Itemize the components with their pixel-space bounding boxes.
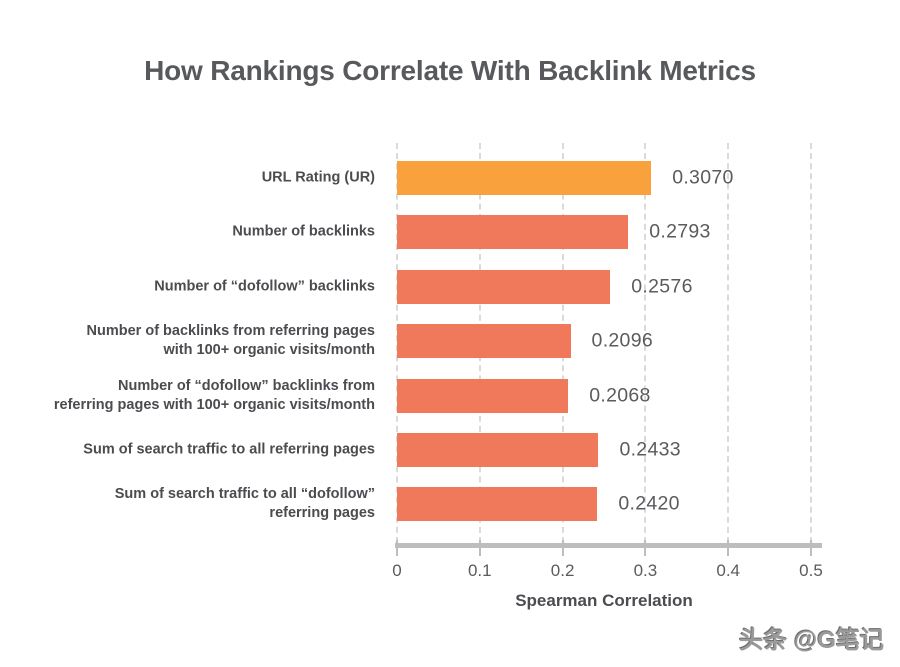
gridline <box>810 143 812 543</box>
bar <box>397 269 611 304</box>
axis-tick <box>810 540 812 556</box>
category-label: Number of “dofollow” backlinks <box>154 278 375 295</box>
value-label: 0.2068 <box>589 384 651 407</box>
value-label: 0.2576 <box>631 275 693 298</box>
axis-tick-label: 0.2 <box>550 561 575 580</box>
bar <box>397 324 571 359</box>
axis-tick <box>396 540 398 556</box>
bar <box>397 215 629 250</box>
axis-tick <box>727 540 730 556</box>
axis-tick-label: 0.4 <box>716 561 740 580</box>
axis-tick-label: 0.1 <box>467 561 492 580</box>
axis-tick <box>644 540 647 556</box>
value-label: 0.2420 <box>618 492 680 515</box>
category-label: Number of “dofollow” backlinks from refe… <box>53 377 375 413</box>
value-label: 0.2433 <box>619 438 681 461</box>
bar <box>397 487 598 522</box>
category-label: Sum of search traffic to all referring p… <box>83 441 375 458</box>
x-axis-line <box>395 543 822 548</box>
value-label: 0.2096 <box>591 329 653 352</box>
bar <box>397 378 569 413</box>
watermark: 头条 @G笔记 <box>739 627 884 654</box>
axis-tick-label: 0 <box>392 561 402 580</box>
axis-tick-label: 0.5 <box>799 561 823 580</box>
axis-tick-label: 0.3 <box>633 561 658 580</box>
category-label: Number of backlinks <box>232 223 375 240</box>
chart-title: How Rankings Correlate With Backlink Met… <box>144 55 756 86</box>
x-axis-label: Spearman Correlation <box>515 591 693 610</box>
bar <box>397 433 599 467</box>
category-label: URL Rating (UR) <box>261 169 375 186</box>
category-label: Sum of search traffic to all “dofollow” … <box>114 486 375 522</box>
value-label: 0.3070 <box>672 166 734 189</box>
axis-tick <box>478 540 481 556</box>
gridline <box>644 143 647 543</box>
bar <box>397 161 652 195</box>
gridline <box>727 143 730 543</box>
value-label: 0.2793 <box>649 220 711 243</box>
axis-tick <box>561 540 564 556</box>
category-label: Number of backlinks from referring pages… <box>86 323 375 359</box>
